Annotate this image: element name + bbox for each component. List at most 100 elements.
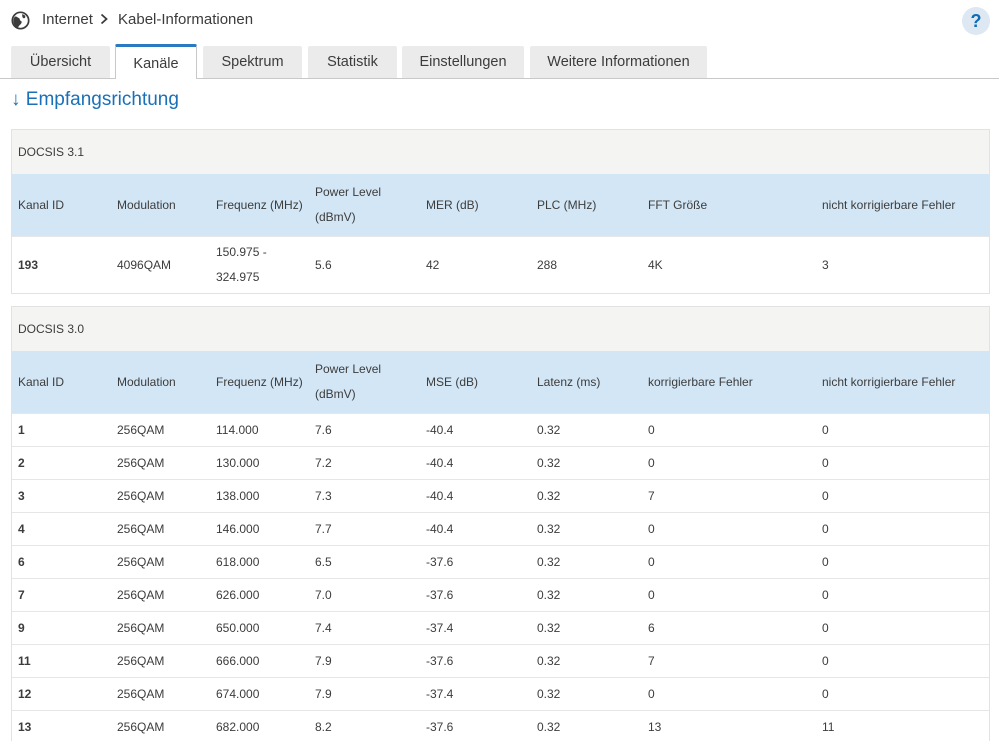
table-cell: 0 bbox=[822, 554, 829, 569]
table-cell: 0 bbox=[822, 455, 829, 470]
table-cell: 6 bbox=[648, 620, 655, 635]
table-cell: 666.000 bbox=[216, 653, 260, 668]
table-cell: 0.32 bbox=[537, 521, 561, 536]
table-cell: 3 bbox=[822, 257, 829, 272]
table-cell: 4096QAM bbox=[117, 257, 172, 272]
table-cell: 0.32 bbox=[537, 587, 561, 602]
table-cell: 0 bbox=[648, 422, 655, 437]
table-cell: -40.4 bbox=[426, 488, 454, 503]
table-cell: 0.32 bbox=[537, 554, 561, 569]
table-cell: 130.000 bbox=[216, 455, 260, 470]
column-header: Kanal ID bbox=[18, 197, 65, 212]
table-cell: 0.32 bbox=[537, 686, 561, 701]
table-cell: 0 bbox=[648, 521, 655, 536]
table-cell: 0 bbox=[822, 521, 829, 536]
table-cell: -37.6 bbox=[426, 653, 454, 668]
chevron-right-icon bbox=[100, 13, 108, 25]
table-cell: 0.32 bbox=[537, 455, 561, 470]
header: Internet Kabel-Informationen ? bbox=[0, 0, 999, 42]
table-cell: 7.2 bbox=[315, 455, 332, 470]
table-cell: 0 bbox=[822, 422, 829, 437]
table-cell: 13 bbox=[18, 719, 32, 734]
table-cell: 7.9 bbox=[315, 653, 332, 668]
table-cell: 0.32 bbox=[537, 620, 561, 635]
column-header: FFT Größe bbox=[648, 197, 708, 212]
table-cell: 0 bbox=[648, 554, 655, 569]
docsis30-table: DOCSIS 3.0 Kanal ID Modulation Frequenz … bbox=[11, 306, 990, 741]
table-cell: 12 bbox=[18, 686, 32, 701]
table-cell: 7 bbox=[648, 488, 655, 503]
column-header: Kanal ID bbox=[18, 374, 65, 389]
table-cell: 7.4 bbox=[315, 620, 332, 635]
table-row: 6 256QAM 618.000 6.5 -37.6 0.32 0 0 bbox=[12, 545, 989, 578]
table-cell: 11 bbox=[18, 653, 31, 668]
table-cell: 7.6 bbox=[315, 422, 332, 437]
table-cell: 256QAM bbox=[117, 620, 165, 635]
table-cell: 256QAM bbox=[117, 422, 165, 437]
table-cell: 0 bbox=[648, 587, 655, 602]
table-header-row: Kanal ID Modulation Frequenz (MHz) Power… bbox=[12, 351, 989, 413]
table-cell: 0.32 bbox=[537, 719, 561, 734]
table-cell: 5.6 bbox=[315, 257, 332, 272]
table-cell: 13 bbox=[648, 719, 662, 734]
table-cell: 6 bbox=[18, 554, 25, 569]
table-row: 3 256QAM 138.000 7.3 -40.4 0.32 7 0 bbox=[12, 479, 989, 512]
table-cell: -37.4 bbox=[426, 620, 454, 635]
tab-statistik[interactable]: Statistik bbox=[308, 46, 397, 78]
section-title-downstream: ↓ Empfangsrichtung bbox=[11, 89, 179, 110]
table-cell: 9 bbox=[18, 620, 25, 635]
table-cell: 0 bbox=[648, 686, 655, 701]
tab-spektrum[interactable]: Spektrum bbox=[203, 46, 302, 78]
column-header: Modulation bbox=[117, 197, 176, 212]
table-cell: 7.0 bbox=[315, 587, 332, 602]
table-cell: 8.2 bbox=[315, 719, 332, 734]
column-header: nicht korrigierbare Fehler bbox=[822, 197, 956, 212]
table-cell: 256QAM bbox=[117, 554, 165, 569]
table-cell: 0 bbox=[648, 455, 655, 470]
table-cell: 7.7 bbox=[315, 521, 332, 536]
docsis30-title: DOCSIS 3.0 bbox=[12, 307, 989, 351]
table-cell: 256QAM bbox=[117, 587, 165, 602]
table-cell: 0 bbox=[822, 686, 829, 701]
table-cell: 256QAM bbox=[117, 488, 165, 503]
column-header: Frequenz (MHz) bbox=[216, 197, 303, 212]
table-cell: 256QAM bbox=[117, 686, 165, 701]
tab-einstellungen[interactable]: Einstellungen bbox=[402, 46, 524, 78]
table-cell: 1 bbox=[18, 422, 25, 437]
table-cell: 0 bbox=[822, 587, 829, 602]
column-header: MSE (dB) bbox=[426, 374, 479, 389]
docsis31-table: DOCSIS 3.1 Kanal ID Modulation Frequenz … bbox=[11, 129, 990, 294]
table-row: 2 256QAM 130.000 7.2 -40.4 0.32 0 0 bbox=[12, 446, 989, 479]
table-cell: 146.000 bbox=[216, 521, 260, 536]
table-cell: -37.4 bbox=[426, 686, 454, 701]
help-button[interactable]: ? bbox=[962, 7, 990, 35]
tab-uebersicht[interactable]: Übersicht bbox=[11, 46, 110, 78]
table-cell: 4K bbox=[648, 257, 663, 272]
table-cell: 674.000 bbox=[216, 686, 260, 701]
table-cell: 2 bbox=[18, 455, 25, 470]
tab-bar: Übersicht Kanäle Spektrum Statistik Eins… bbox=[0, 44, 999, 79]
column-header: MER (dB) bbox=[426, 197, 479, 212]
table-cell: -37.6 bbox=[426, 587, 454, 602]
column-header: korrigierbare Fehler bbox=[648, 374, 753, 389]
table-cell: -40.4 bbox=[426, 521, 454, 536]
table-cell: 0 bbox=[822, 620, 829, 635]
table-row: 12 256QAM 674.000 7.9 -37.4 0.32 0 0 bbox=[12, 677, 989, 710]
table-row: 13 256QAM 682.000 8.2 -37.6 0.32 13 11 bbox=[12, 710, 989, 741]
breadcrumb-internet[interactable]: Internet bbox=[42, 11, 93, 28]
docsis31-title: DOCSIS 3.1 bbox=[12, 130, 989, 174]
table-cell: 6.5 bbox=[315, 554, 332, 569]
table-cell: -40.4 bbox=[426, 422, 454, 437]
table-cell: 0.32 bbox=[537, 653, 561, 668]
table-cell: 618.000 bbox=[216, 554, 260, 569]
table-cell: 682.000 bbox=[216, 719, 260, 734]
tab-kanaele[interactable]: Kanäle bbox=[115, 44, 197, 79]
tab-weitere-informationen[interactable]: Weitere Informationen bbox=[530, 46, 707, 78]
table-cell: 7 bbox=[18, 587, 25, 602]
column-header: Frequenz (MHz) bbox=[216, 374, 303, 389]
table-cell: 42 bbox=[426, 257, 440, 272]
table-cell: 3 bbox=[18, 488, 25, 503]
table-cell: 193 bbox=[18, 257, 39, 272]
table-cell: -37.6 bbox=[426, 719, 454, 734]
